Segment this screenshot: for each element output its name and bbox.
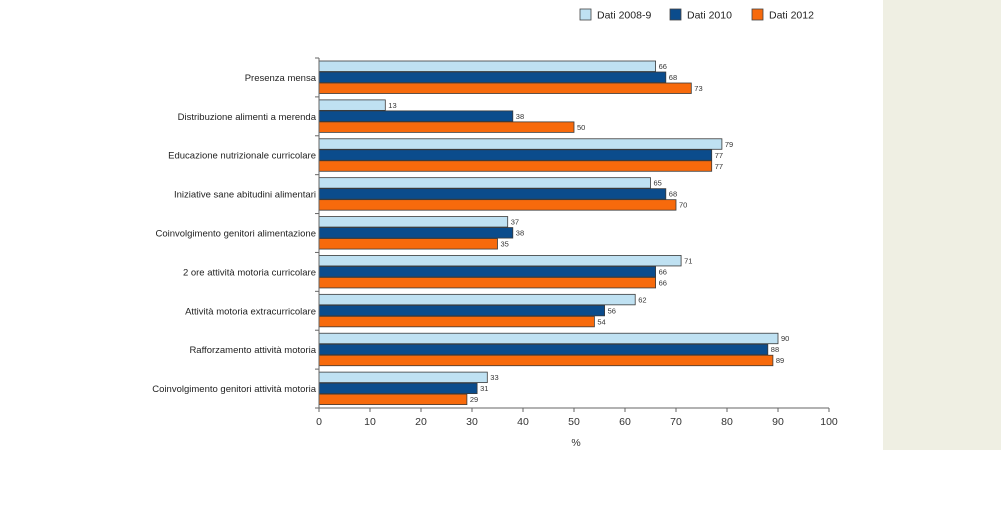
bar (318, 216, 509, 228)
bar (318, 82, 692, 94)
data-label: 77 (715, 151, 723, 160)
data-label: 35 (501, 240, 509, 249)
data-label: 68 (669, 73, 677, 82)
category-label: Coinvolgimento genitori attività motoria (152, 384, 316, 395)
x-tick-label: 10 (364, 416, 376, 428)
data-label: 54 (597, 317, 605, 326)
bar (318, 60, 657, 72)
bar (318, 99, 386, 111)
category-label: Coinvolgimento genitori alimentazione (155, 229, 316, 240)
data-label: 37 (511, 218, 519, 227)
bar (318, 343, 769, 356)
x-tick-label: 90 (772, 416, 784, 428)
data-label: 66 (659, 267, 667, 276)
bar (318, 110, 514, 122)
bar (318, 315, 595, 328)
bar (318, 277, 657, 289)
data-label: 38 (516, 229, 524, 238)
data-label: 79 (725, 140, 733, 149)
category-label: Distribuzione alimenti a merenda (178, 112, 317, 123)
axes: Presenza mensa Distribuzione alimenti a m… (152, 57, 838, 428)
data-label: 71 (684, 256, 692, 265)
bar (318, 255, 682, 267)
x-tick-label: 20 (415, 416, 427, 428)
x-tick-label: 50 (568, 416, 580, 428)
data-label: 88 (771, 345, 779, 354)
legend-label: Dati 2008-9 (597, 10, 651, 22)
bar (318, 227, 514, 239)
legend-label: Dati 2012 (769, 10, 814, 22)
data-label: 56 (608, 306, 616, 315)
bar (318, 266, 657, 278)
data-label: 50 (577, 123, 585, 132)
data-label: 66 (659, 62, 667, 71)
x-tick-label: 60 (619, 416, 631, 428)
data-label: 29 (470, 395, 478, 404)
category-label: Iniziative sane abitudini alimentari (174, 190, 316, 201)
data-label: 33 (490, 373, 498, 382)
x-tick-label: 30 (466, 416, 478, 428)
legend-swatch (751, 8, 764, 21)
bar (318, 332, 779, 345)
bar (318, 138, 723, 150)
bars: 6668731338507977776568703738357166666256… (318, 60, 789, 406)
side-panel (883, 0, 1001, 450)
bar (318, 382, 478, 395)
bar (318, 199, 677, 211)
bar (318, 177, 651, 189)
bar (318, 371, 488, 384)
legend-swatch (579, 8, 592, 21)
bar (318, 304, 606, 317)
x-tick-label: 70 (670, 416, 682, 428)
bar (318, 293, 636, 306)
data-label: 66 (659, 278, 667, 287)
x-tick-label: 40 (517, 416, 529, 428)
bar (318, 188, 667, 200)
data-label: 31 (480, 384, 488, 393)
data-label: 77 (715, 162, 723, 171)
data-label: 13 (388, 101, 396, 110)
bar (318, 354, 774, 367)
legend-swatch (669, 8, 682, 21)
data-label: 68 (669, 190, 677, 199)
bar (318, 71, 667, 83)
data-label: 38 (516, 112, 524, 121)
x-tick-label: 0 (316, 416, 322, 428)
bar (318, 160, 713, 172)
category-label: Presenza mensa (245, 73, 317, 84)
data-label: 73 (694, 84, 702, 93)
category-label: Educazione nutrizionale curricolare (168, 151, 316, 162)
bar (318, 121, 575, 133)
bar (318, 393, 468, 406)
x-tick-label: 80 (721, 416, 733, 428)
data-label: 62 (638, 295, 646, 304)
data-label: 70 (679, 201, 687, 210)
legend-label: Dati 2010 (687, 10, 732, 22)
bar (318, 149, 713, 161)
legend: Dati 2008-9 Dati 2010 Dati 2012 (579, 8, 814, 22)
data-label: 65 (654, 179, 662, 188)
bar (318, 238, 498, 250)
x-axis-label: % (571, 437, 580, 449)
x-tick-label: 100 (820, 416, 838, 428)
category-label: 2 ore attività motoria curricolare (183, 267, 316, 278)
category-label: Rafforzamento attività motoria (189, 345, 316, 356)
category-label: Attività motoria extracurricolare (185, 306, 316, 317)
data-label: 89 (776, 356, 784, 365)
data-label: 90 (781, 334, 789, 343)
